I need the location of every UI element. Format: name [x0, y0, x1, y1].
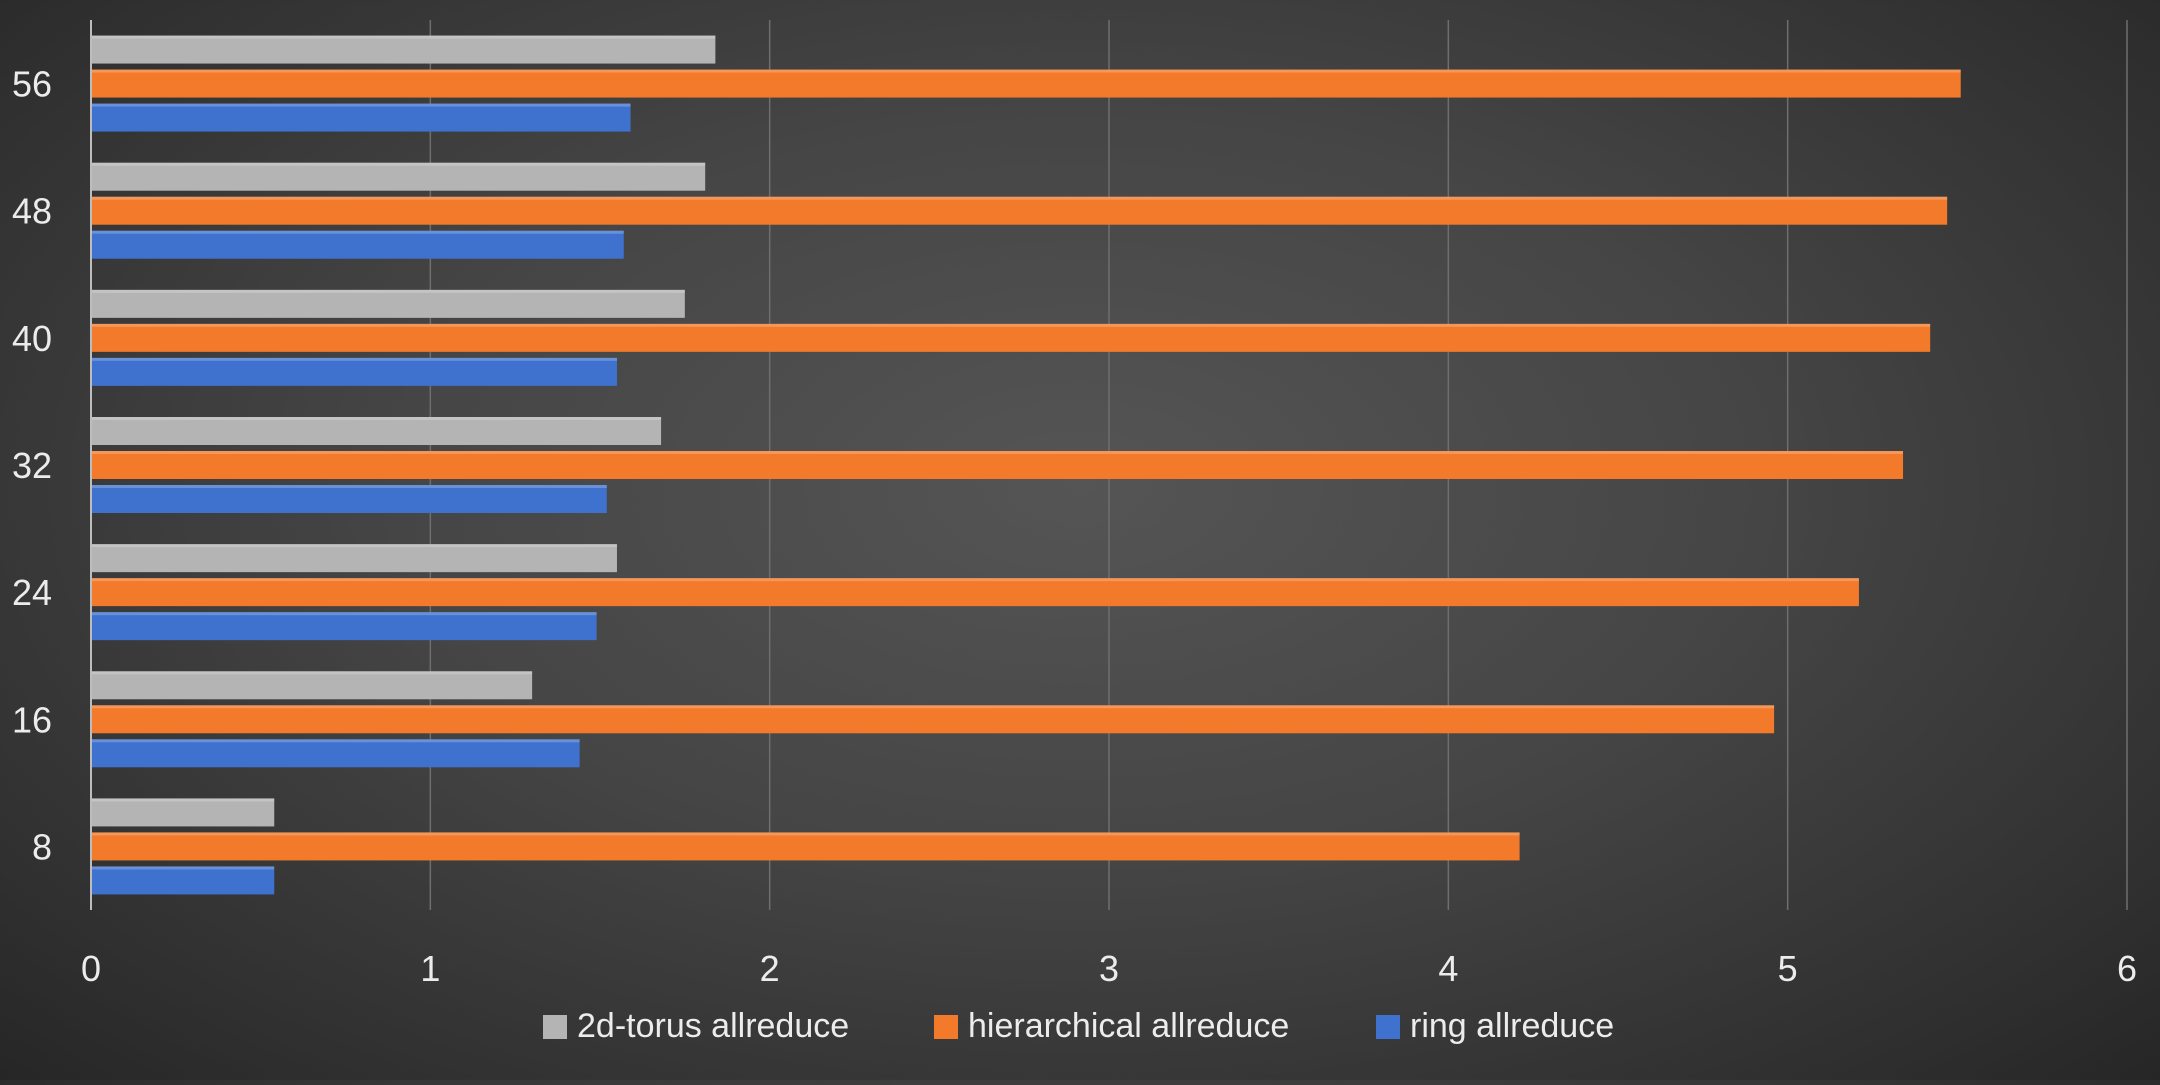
bar	[91, 103, 631, 132]
bar-highlight	[91, 485, 607, 488]
x-tick-label: 0	[81, 948, 101, 989]
bar	[91, 798, 275, 827]
legend-label: 2d-torus allreduce	[577, 1007, 849, 1045]
x-tick-label: 1	[420, 948, 440, 989]
x-tick-label: 4	[1438, 948, 1458, 989]
bar-highlight	[91, 162, 706, 166]
bar	[91, 544, 617, 573]
bar-highlight	[91, 739, 580, 743]
bar	[91, 671, 533, 700]
bar	[91, 196, 1948, 225]
bar-highlight	[91, 69, 1961, 73]
bar	[91, 162, 706, 191]
bar-highlight	[91, 323, 1931, 327]
bar-highlight	[91, 451, 1904, 454]
bar-highlight	[91, 35, 716, 39]
x-tick-label: 6	[2117, 948, 2137, 989]
bar	[91, 578, 1859, 607]
bar	[91, 35, 716, 64]
bar	[91, 612, 597, 641]
bar-highlight	[91, 357, 617, 361]
y-tick-label: 16	[12, 699, 52, 740]
bar	[91, 832, 1520, 861]
bar	[91, 485, 607, 513]
bar-highlight	[91, 196, 1948, 200]
legend-label: ring allreduce	[1410, 1007, 1614, 1045]
bar-highlight	[91, 612, 597, 616]
legend-swatch	[934, 1015, 958, 1039]
bars	[91, 35, 1961, 895]
bar	[91, 230, 624, 259]
bar-highlight	[91, 230, 624, 234]
y-tick-label: 8	[32, 826, 52, 867]
bar	[91, 417, 662, 445]
y-tick-label: 40	[12, 318, 52, 359]
y-tick-label: 48	[12, 191, 52, 232]
bar	[91, 739, 580, 768]
bar	[91, 705, 1775, 734]
bar-highlight	[91, 866, 275, 870]
bar-highlight	[91, 103, 631, 107]
legend-swatch	[543, 1015, 567, 1039]
bar	[91, 451, 1904, 479]
bar-highlight	[91, 671, 533, 675]
x-tick-label: 2	[760, 948, 780, 989]
y-tick-label: 24	[12, 572, 52, 613]
bar	[91, 357, 617, 386]
legend: 2d-torus allreduce hierarchical allreduce…	[543, 1007, 1614, 1045]
bar-highlight	[91, 798, 275, 802]
x-tick-label: 5	[1778, 948, 1798, 989]
bar-highlight	[91, 705, 1775, 709]
legend-label: hierarchical allreduce	[968, 1007, 1289, 1045]
bar	[91, 323, 1931, 352]
bar-highlight	[91, 832, 1520, 836]
legend-swatch	[1376, 1015, 1400, 1039]
bar	[91, 866, 275, 895]
bar	[91, 289, 685, 318]
bar	[91, 69, 1961, 98]
bar-highlight	[91, 289, 685, 293]
y-tick-label: 56	[12, 64, 52, 105]
x-tick-label: 3	[1099, 948, 1119, 989]
y-tick-label: 32	[12, 445, 52, 486]
bar-highlight	[91, 417, 662, 420]
bar-highlight	[91, 578, 1859, 582]
bar-highlight	[91, 544, 617, 548]
